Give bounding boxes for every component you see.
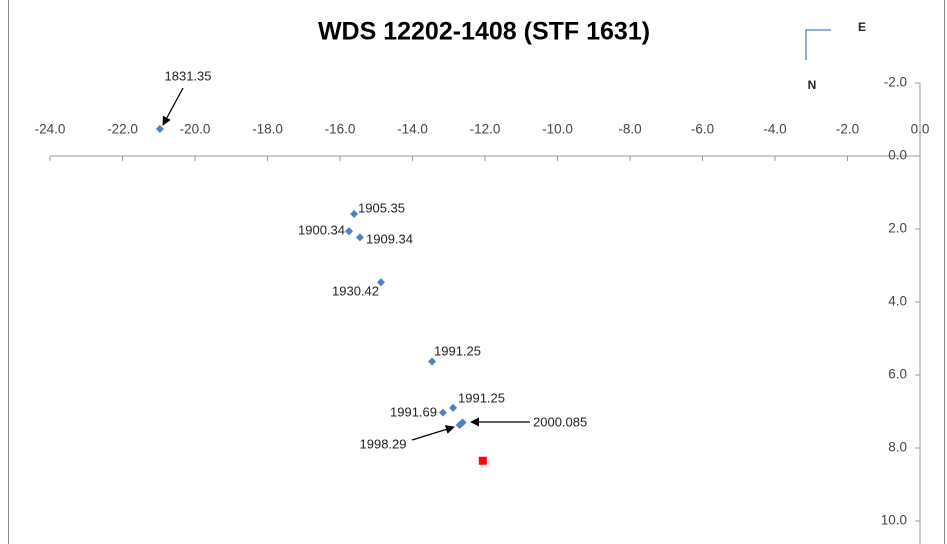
point <box>449 403 458 412</box>
x-tick-label: 0.0 <box>911 122 930 137</box>
x-tick-label: -12.0 <box>470 122 501 137</box>
point <box>155 124 164 133</box>
y-tick-label: -2.0 <box>884 75 907 90</box>
point-label: 1991.69 <box>390 404 437 419</box>
point-label: 1998.29 <box>360 436 407 451</box>
point <box>345 227 354 236</box>
point <box>428 357 437 366</box>
x-tick-label: -8.0 <box>618 122 641 137</box>
point <box>376 278 385 287</box>
arrow <box>411 425 455 441</box>
x-tick-label: -24.0 <box>35 122 66 137</box>
x-tick-label: -14.0 <box>397 122 428 137</box>
annotation: E <box>858 20 866 34</box>
y-tick-label: 6.0 <box>888 367 907 382</box>
point-label: 1930.42 <box>332 283 379 298</box>
x-tick-label: -4.0 <box>763 122 786 137</box>
point-label: 1905.35 <box>358 200 405 215</box>
point-label: 2000.085 <box>533 414 587 429</box>
x-tick-label: -18.0 <box>252 122 283 137</box>
point-label: 1909.34 <box>366 231 413 246</box>
point <box>478 456 487 465</box>
x-tick-label: -20.0 <box>180 122 211 137</box>
y-tick-label: 10.0 <box>881 513 907 528</box>
arrow <box>162 87 184 126</box>
point <box>355 233 364 242</box>
point <box>350 210 359 219</box>
x-tick-label: -6.0 <box>691 122 714 137</box>
annotation: N <box>808 78 817 92</box>
y-tick-label: 4.0 <box>888 294 907 309</box>
x-tick-label: -22.0 <box>107 122 138 137</box>
x-tick-label: -2.0 <box>836 122 859 137</box>
x-tick-label: -16.0 <box>325 122 356 137</box>
point-label: 1991.25 <box>434 343 481 358</box>
point <box>438 408 447 417</box>
compass <box>805 29 831 60</box>
point-label: 1900.34 <box>298 222 345 237</box>
chart-title: WDS 12202-1408 (STF 1631) <box>318 18 650 46</box>
x-tick-label: -10.0 <box>542 122 573 137</box>
y-tick-label: 0.0 <box>888 148 907 163</box>
chart-frame <box>8 0 945 544</box>
y-tick-label: 2.0 <box>888 221 907 236</box>
point-label: 1991.25 <box>458 390 505 405</box>
point-label: 1831.35 <box>165 68 212 83</box>
point <box>458 418 467 427</box>
y-tick-label: 8.0 <box>888 440 907 455</box>
